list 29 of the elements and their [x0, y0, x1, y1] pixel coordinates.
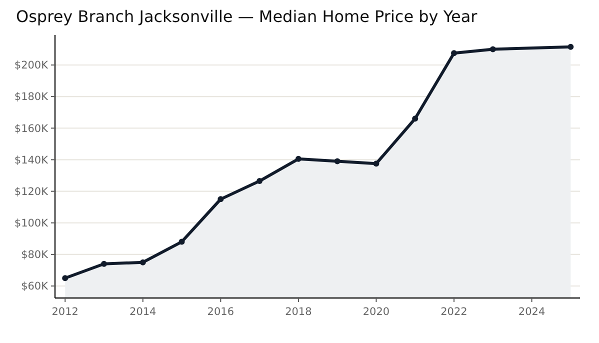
- point: [451, 50, 457, 56]
- y-tick-label: $200K: [14, 60, 50, 72]
- y-tick-label: $120K: [14, 186, 50, 198]
- point: [140, 259, 146, 266]
- x-tick-label: 2024: [518, 306, 546, 318]
- y-tick-label: $100K: [14, 218, 50, 230]
- point: [62, 275, 68, 282]
- point: [412, 116, 418, 122]
- x-tick-label: 2014: [130, 306, 157, 318]
- point: [101, 260, 107, 267]
- point: [218, 196, 224, 202]
- point: [568, 44, 574, 50]
- x-tick-label: 2016: [207, 306, 234, 318]
- point: [490, 46, 496, 52]
- y-tick-label: $160K: [14, 122, 50, 135]
- x-tick-label: 2020: [362, 306, 390, 318]
- x-tick-label: 2012: [52, 306, 78, 318]
- y-tick-label: $140K: [14, 154, 50, 166]
- chart-title: Osprey Branch Jacksonville — Median Home Price by Year: [16, 7, 478, 26]
- y-tick-label: $180K: [14, 91, 50, 104]
- x-tick-label: 2018: [285, 306, 312, 318]
- point: [295, 156, 302, 162]
- point: [256, 178, 263, 184]
- point: [334, 158, 340, 164]
- point: [373, 160, 380, 167]
- x-tick-label: 2022: [440, 306, 468, 318]
- point: [178, 238, 185, 245]
- y-tick-label: $60K: [21, 280, 50, 293]
- y-tick-label: $80K: [21, 249, 50, 262]
